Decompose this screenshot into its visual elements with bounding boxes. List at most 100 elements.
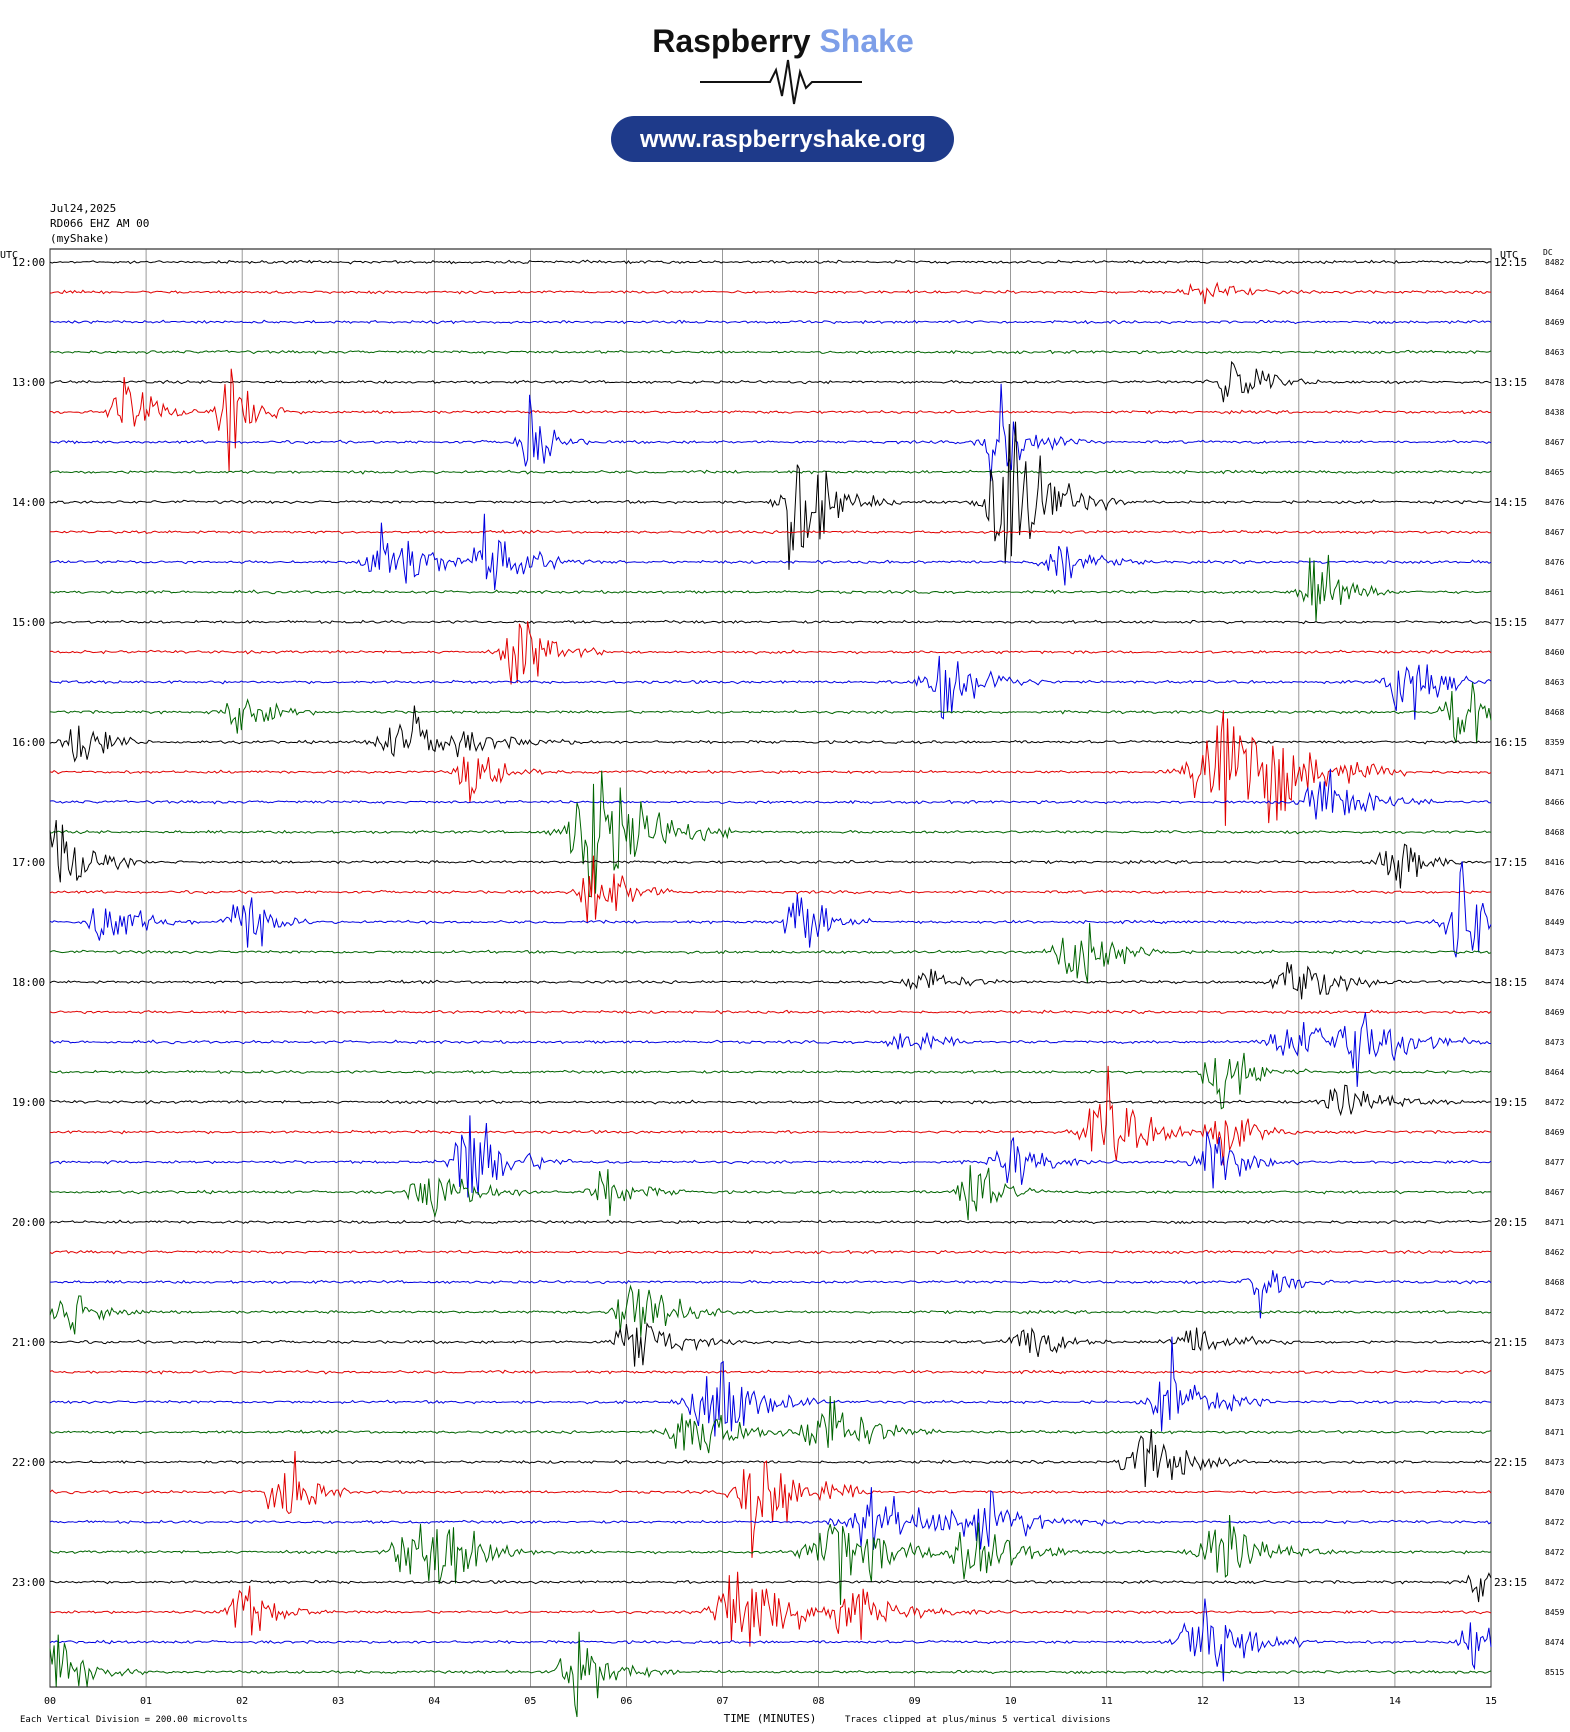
right-time-label: 14:15 [1494, 496, 1527, 509]
dc-offset-label: 8469 [1545, 318, 1564, 327]
dc-offset-label: 8473 [1545, 1398, 1564, 1407]
seismic-trace [49, 1369, 1492, 1375]
dc-offset-label: 8472 [1545, 1578, 1564, 1587]
dc-offset-label: 8515 [1545, 1668, 1564, 1677]
left-time-label: 20:00 [12, 1216, 45, 1229]
dc-offset-label: 8359 [1545, 738, 1564, 747]
seismic-trace [49, 1336, 1492, 1437]
dc-offset-label: 8473 [1545, 1038, 1564, 1047]
seismic-trace [50, 1270, 1492, 1319]
seismic-trace [49, 513, 1492, 591]
dc-offset-label: 8474 [1545, 978, 1564, 987]
dc-offset-label: 8470 [1545, 1488, 1564, 1497]
seismic-trace [49, 259, 1492, 265]
dc-offset-label: 8463 [1545, 348, 1564, 357]
right-time-label: 23:15 [1494, 1576, 1527, 1589]
seismic-trace [49, 655, 1492, 720]
dc-offset-label: 8476 [1545, 888, 1564, 897]
dc-offset-label: 8449 [1545, 918, 1564, 927]
x-tick-label: 03 [332, 1696, 344, 1707]
seismic-trace [49, 1249, 1492, 1255]
dc-offset-label: 8473 [1545, 1338, 1564, 1347]
website-pill[interactable]: www.raspberryshake.org [611, 116, 954, 162]
left-time-label: 14:00 [12, 496, 45, 509]
left-time-label: 22:00 [12, 1456, 45, 1469]
footer-scale-note: Each Vertical Division = 200.00 microvol… [20, 1715, 248, 1725]
dc-offset-label: 8464 [1545, 1068, 1564, 1077]
dc-offset-label: 8477 [1545, 1158, 1564, 1167]
dc-offset-label: 8465 [1545, 468, 1564, 477]
seismic-trace [49, 1487, 1492, 1550]
dc-offset-label: 8471 [1545, 768, 1564, 777]
website-url[interactable]: www.raspberryshake.org [639, 126, 926, 153]
right-time-label: 15:15 [1494, 616, 1527, 629]
dc-offset-label: 8478 [1545, 378, 1564, 387]
dc-offset-label: 8460 [1545, 648, 1564, 657]
seismic-trace [49, 682, 1492, 744]
left-time-label: 18:00 [12, 976, 45, 989]
right-time-label: 19:15 [1494, 1096, 1527, 1109]
left-time-label: 23:00 [12, 1576, 45, 1589]
x-tick-label: 04 [428, 1696, 440, 1707]
dc-offset-label: 8475 [1545, 1368, 1564, 1377]
header-network: (myShake) [50, 232, 110, 245]
dc-offset-label: 8469 [1545, 1008, 1564, 1017]
seismic-trace [49, 621, 1492, 685]
seismic-trace [49, 360, 1492, 403]
seismic-trace [50, 368, 1492, 473]
seismic-wave-icon [700, 59, 862, 105]
dc-offset-label: 8468 [1545, 828, 1564, 837]
footer-clip-note: Traces clipped at plus/minus 5 vertical … [845, 1715, 1111, 1725]
right-time-label: 21:15 [1494, 1336, 1527, 1349]
dc-offset-label: 8476 [1545, 558, 1564, 567]
dc-offset-label: 8466 [1545, 798, 1564, 807]
x-tick-label: 13 [1293, 1696, 1305, 1707]
dc-offset-label: 8468 [1545, 1278, 1564, 1287]
x-tick-label: 05 [524, 1696, 536, 1707]
seismic-trace [49, 710, 1492, 826]
dc-offset-label: 8477 [1545, 618, 1564, 627]
seismic-trace [49, 1012, 1492, 1087]
dc-offset-label: 8468 [1545, 708, 1564, 717]
seismic-trace [49, 1450, 1492, 1558]
seismic-trace [49, 1571, 1492, 1647]
left-time-label: 21:00 [12, 1336, 45, 1349]
dc-offset-label: 8462 [1545, 1248, 1564, 1257]
right-time-label: 22:15 [1494, 1456, 1527, 1469]
seismic-trace [49, 281, 1491, 305]
x-tick-label: 06 [620, 1696, 632, 1707]
seismic-trace [50, 770, 1492, 898]
seismic-trace [49, 1572, 1492, 1603]
left-time-label: 16:00 [12, 736, 45, 749]
seismic-trace [49, 922, 1492, 983]
seismic-trace [49, 1065, 1492, 1166]
seismic-trace [49, 1009, 1492, 1015]
seismic-trace [49, 1514, 1492, 1605]
left-time-label: 13:00 [12, 376, 45, 389]
dc-offset-label: 8472 [1545, 1518, 1564, 1527]
header-station: RD066 EHZ AM 00 [50, 217, 149, 230]
x-tick-label: 01 [140, 1696, 152, 1707]
right-time-label: 18:15 [1494, 976, 1527, 989]
seismic-trace [49, 554, 1492, 622]
seismic-trace [49, 820, 1491, 889]
seismic-trace [49, 962, 1492, 1000]
right-time-label: 16:15 [1494, 736, 1527, 749]
right-time-label: 17:15 [1494, 856, 1527, 869]
dc-offset-label: 8471 [1545, 1218, 1564, 1227]
right-utc-label: UTC [1500, 250, 1518, 261]
brand-left-text: Raspberry [652, 23, 811, 59]
left-time-label: 17:00 [12, 856, 45, 869]
axis-labels: 00 01 02 03 04 05 06 07 08 09 10 11 12 13 14 15 8482 12:0… [12, 256, 1564, 1707]
seismic-trace [49, 1219, 1492, 1225]
seismic-trace [49, 1631, 1492, 1718]
seismic-trace [49, 768, 1492, 820]
left-time-label: 19:00 [12, 1096, 45, 1109]
seismic-traces [49, 259, 1492, 1718]
dc-offset-label: 8473 [1545, 1458, 1564, 1467]
x-tick-label: 00 [44, 1696, 56, 1707]
dc-offset-label: 8467 [1545, 1188, 1564, 1197]
dc-offset-label: 8438 [1545, 408, 1564, 417]
seismic-trace [49, 383, 1492, 482]
